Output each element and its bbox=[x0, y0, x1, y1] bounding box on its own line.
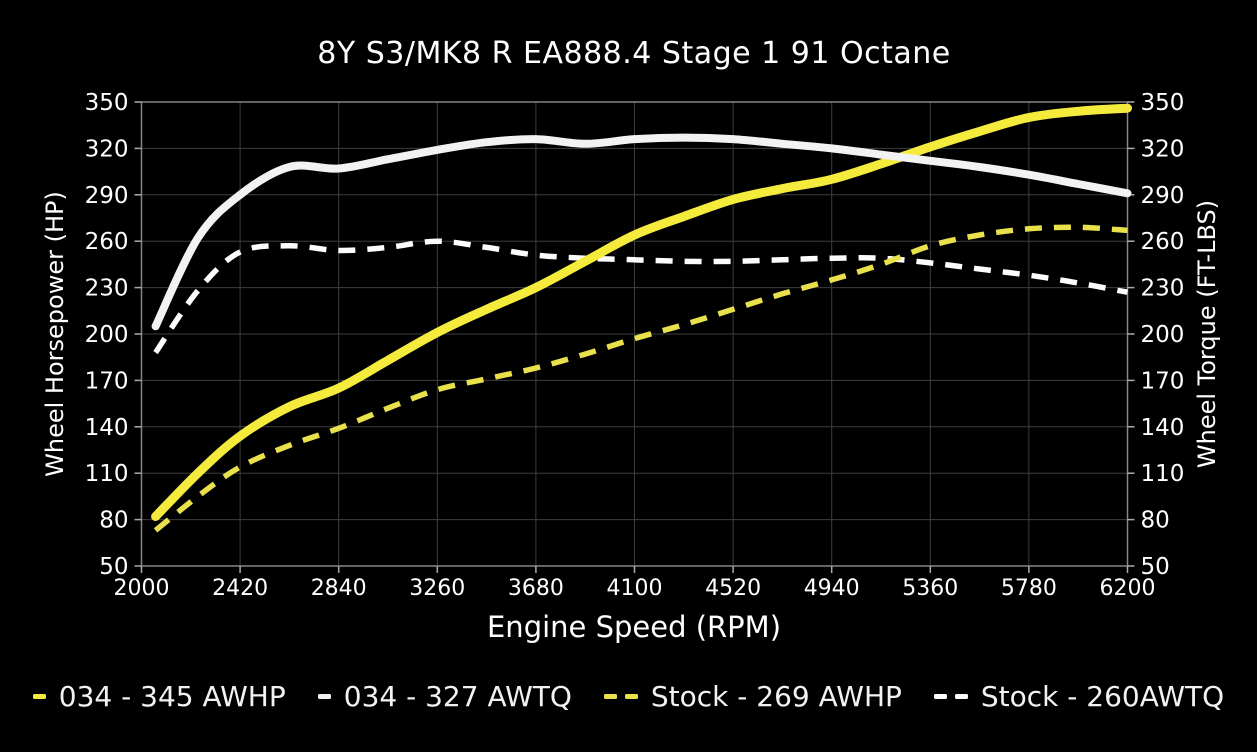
y-tick-label-left: 260 bbox=[85, 229, 129, 255]
y-tick-label-left: 50 bbox=[99, 554, 128, 580]
x-axis-label: Engine Speed (RPM) bbox=[486, 610, 782, 644]
y-axis-label-right: Wheel Torque (FT-LBS) bbox=[1193, 199, 1221, 469]
solid-line-swatch-icon bbox=[32, 694, 46, 699]
legend-label: 034 - 327 AWTQ bbox=[343, 680, 572, 713]
y-tick-label-left: 320 bbox=[85, 136, 129, 162]
series-line-stock-269-awhp bbox=[153, 224, 1128, 533]
solid-line-swatch-icon bbox=[317, 694, 331, 699]
dashed-line-swatch-icon bbox=[933, 694, 968, 699]
legend-item-stock-269-awhp: Stock - 269 AWHP bbox=[603, 680, 902, 713]
legend-dash bbox=[32, 694, 46, 699]
y-tick-label-right: 110 bbox=[1141, 461, 1185, 487]
legend-dash bbox=[933, 694, 947, 699]
legend-dash bbox=[603, 694, 617, 699]
x-tick-label: 4940 bbox=[804, 576, 860, 601]
y-tick-label-right: 170 bbox=[1141, 368, 1185, 394]
legend-item-stock-260awtq: Stock - 260AWTQ bbox=[933, 680, 1225, 713]
series-line-034-345-awhp bbox=[151, 103, 1132, 522]
legend-item-034-345-awhp: 034 - 345 AWHP bbox=[32, 680, 286, 713]
x-tick-label: 2420 bbox=[212, 576, 268, 601]
y-tick-label-right: 80 bbox=[1141, 508, 1170, 534]
y-tick-label-left: 230 bbox=[85, 276, 129, 302]
series-line-stock-260awtq bbox=[153, 238, 1128, 355]
legend-dash bbox=[317, 694, 331, 699]
x-tick-label: 3260 bbox=[409, 576, 465, 601]
y-tick-label-left: 80 bbox=[99, 508, 128, 534]
x-tick-label: 4100 bbox=[607, 576, 663, 601]
y-tick-label-right: 50 bbox=[1141, 554, 1170, 580]
legend-dash bbox=[954, 694, 968, 699]
y-tick-label-left: 200 bbox=[85, 322, 129, 348]
y-tick-label-left: 350 bbox=[85, 90, 129, 116]
y-tick-label-right: 350 bbox=[1141, 90, 1185, 116]
legend-dash bbox=[624, 694, 638, 699]
legend-label: Stock - 269 AWHP bbox=[650, 680, 902, 713]
x-tick-label: 2840 bbox=[311, 576, 367, 601]
y-tick-label-left: 170 bbox=[85, 368, 129, 394]
legend-label: Stock - 260AWTQ bbox=[980, 680, 1225, 713]
y-tick-label-left: 290 bbox=[85, 183, 129, 209]
x-tick-label: 5360 bbox=[902, 576, 958, 601]
x-tick-label: 2000 bbox=[114, 576, 170, 601]
x-tick-label: 5780 bbox=[1001, 576, 1057, 601]
x-tick-label: 3680 bbox=[508, 576, 564, 601]
y-tick-label-right: 260 bbox=[1141, 229, 1185, 255]
chart-legend: 034 - 345 AWHP 034 - 327 AWTQ Stock - 269 … bbox=[0, 680, 1257, 713]
y-tick-label-right: 320 bbox=[1141, 136, 1185, 162]
y-tick-label-left: 110 bbox=[85, 461, 129, 487]
legend-label: 034 - 345 AWHP bbox=[58, 680, 286, 713]
y-tick-label-right: 230 bbox=[1141, 276, 1185, 302]
series-line-034-327-awtq bbox=[151, 133, 1132, 331]
y-tick-label-right: 200 bbox=[1141, 322, 1185, 348]
dashed-line-swatch-icon bbox=[603, 694, 638, 699]
y-axis-label-left: Wheel Horsepower (HP) bbox=[41, 191, 69, 477]
chart-title: 8Y S3/MK8 R EA888.4 Stage 1 91 Octane bbox=[317, 36, 951, 71]
y-tick-label-right: 290 bbox=[1141, 183, 1185, 209]
x-tick-label: 6200 bbox=[1100, 576, 1156, 601]
y-tick-label-left: 140 bbox=[85, 415, 129, 441]
legend-item-034-327-awtq: 034 - 327 AWTQ bbox=[317, 680, 572, 713]
x-tick-label: 4520 bbox=[705, 576, 761, 601]
y-tick-label-right: 140 bbox=[1141, 415, 1185, 441]
